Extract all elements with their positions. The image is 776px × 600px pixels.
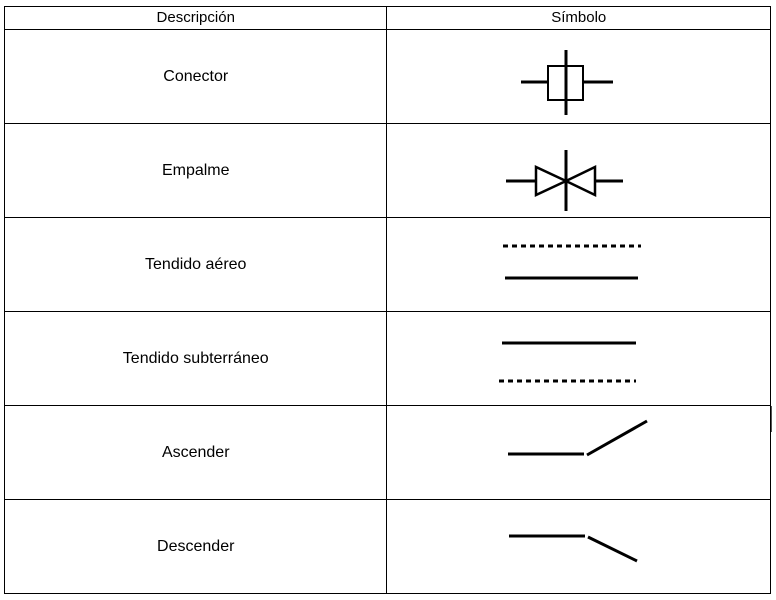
table-row: Tendido subterráneo (3, 311, 771, 406)
row-symbol-connector (386, 29, 771, 124)
header-description: Descripción (3, 6, 388, 30)
descend-symbol-icon (509, 534, 639, 563)
row-symbol-underground (386, 311, 771, 406)
row-description-underground: Tendido subterráneo (3, 311, 388, 406)
table-row: Conector (3, 29, 771, 124)
row-description-descend: Descender (3, 499, 388, 594)
row-symbol-aerial (386, 217, 771, 312)
table-row: Empalme (3, 123, 771, 218)
connector-symbol-icon (521, 50, 614, 115)
ascend-symbol-icon (508, 419, 649, 457)
table-header-row: Descripción Símbolo (3, 6, 771, 30)
aerial-line-symbol-icon (503, 244, 642, 280)
row-description-splice: Empalme (3, 123, 388, 218)
header-symbol: Símbolo (386, 6, 771, 30)
symbol-table: Descripción Símbolo Conector Empalme (3, 6, 771, 594)
row-symbol-splice (386, 123, 771, 218)
row-description-ascend: Ascender (3, 405, 388, 500)
underground-line-symbol-icon (499, 341, 637, 383)
row-description-connector: Conector (3, 29, 388, 124)
row-symbol-descend (386, 499, 771, 594)
row-symbol-ascend (386, 405, 771, 500)
table-row: Descender (3, 499, 771, 594)
table-row: Ascender (3, 405, 771, 500)
table-row: Tendido aéreo (3, 217, 771, 312)
text-cursor-mark (771, 406, 772, 432)
row-description-aerial: Tendido aéreo (3, 217, 388, 312)
splice-symbol-icon (506, 150, 624, 211)
